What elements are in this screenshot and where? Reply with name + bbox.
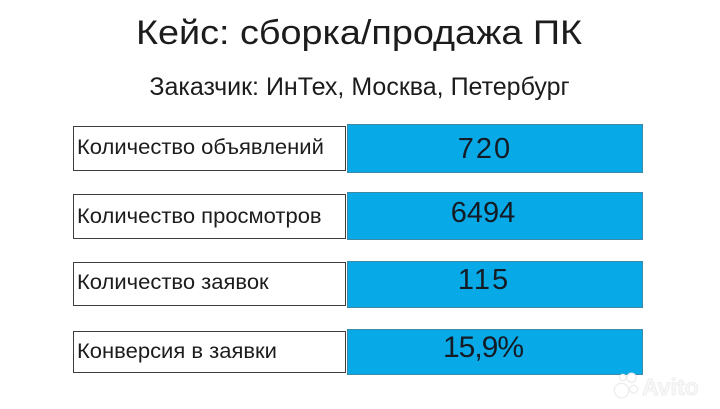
svg-text:Avito: Avito xyxy=(642,374,699,400)
